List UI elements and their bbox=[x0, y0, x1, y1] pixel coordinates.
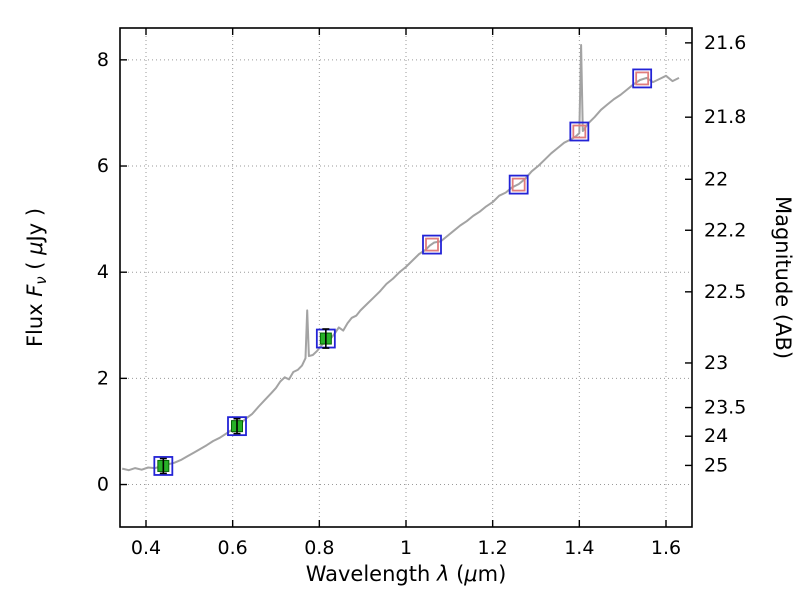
model-square bbox=[572, 124, 587, 139]
model-square bbox=[511, 177, 526, 192]
flux-tick-label: 4 bbox=[97, 261, 109, 283]
observed-point bbox=[315, 328, 336, 349]
gridlines bbox=[120, 28, 692, 527]
model-point bbox=[632, 68, 653, 89]
x-tick-label: 0.6 bbox=[218, 537, 248, 559]
magnitude-tick-label: 23.5 bbox=[704, 397, 746, 419]
magnitude-tick-label: 21.6 bbox=[704, 32, 746, 54]
magnitude-tick-label: 21.8 bbox=[704, 106, 746, 128]
outer-square bbox=[227, 416, 247, 437]
x-tick-label: 1.2 bbox=[478, 537, 508, 559]
magnitude-tick-label: 23 bbox=[704, 352, 728, 374]
flux-tick-label: 2 bbox=[97, 367, 109, 389]
right-axis-label: Magnitude (AB) bbox=[771, 196, 795, 359]
x-tick-label: 1 bbox=[400, 537, 412, 559]
model-point bbox=[569, 121, 590, 142]
magnitude-tick-label: 22.5 bbox=[704, 281, 746, 303]
photometry-markers bbox=[153, 68, 653, 476]
model-point bbox=[422, 234, 442, 255]
outer-square bbox=[632, 68, 653, 89]
x-axis-label: Wavelength λ (μm) bbox=[306, 562, 507, 586]
model-square bbox=[425, 237, 439, 252]
magnitude-tick-label: 25 bbox=[704, 454, 728, 476]
observed-point bbox=[227, 416, 247, 437]
model-point bbox=[508, 174, 529, 195]
axis-ticks bbox=[120, 28, 692, 527]
magnitude-tick-label: 22.2 bbox=[704, 219, 746, 241]
flux-tick-label: 6 bbox=[97, 155, 109, 177]
y-axis-label: Flux Fν ( μJy ) bbox=[23, 208, 50, 347]
model-square bbox=[635, 71, 650, 86]
outer-square bbox=[508, 174, 529, 195]
outer-square bbox=[153, 456, 174, 476]
x-tick-label: 1.6 bbox=[651, 537, 681, 559]
x-tick-label: 0.4 bbox=[131, 537, 161, 559]
outer-square bbox=[422, 234, 442, 255]
flux-tick-label: 0 bbox=[97, 474, 109, 496]
flux-tick-label: 8 bbox=[97, 49, 109, 71]
magnitude-tick-label: 22 bbox=[704, 168, 728, 190]
magnitude-tick-label: 24 bbox=[704, 425, 728, 447]
x-tick-label: 0.8 bbox=[304, 537, 334, 559]
outer-square bbox=[569, 121, 590, 142]
observed-point bbox=[153, 456, 174, 476]
x-tick-label: 1.4 bbox=[564, 537, 594, 559]
spectrum-line bbox=[121, 44, 680, 472]
